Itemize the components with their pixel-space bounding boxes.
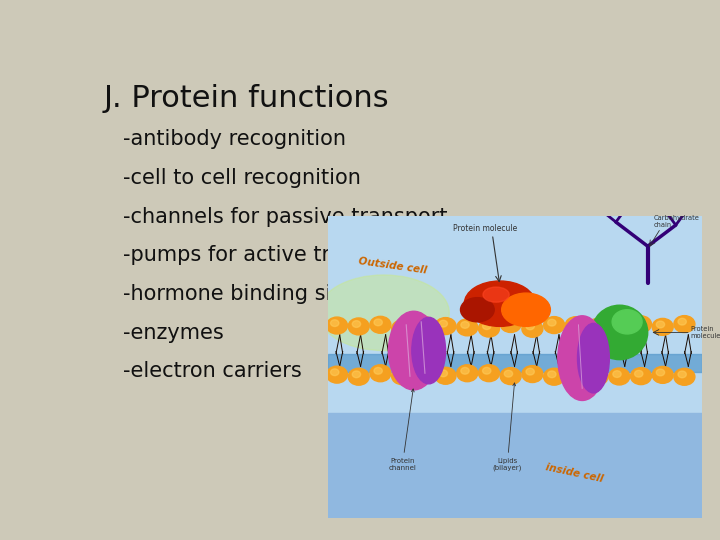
Circle shape — [609, 318, 630, 335]
Circle shape — [656, 369, 665, 376]
Circle shape — [326, 366, 348, 383]
Text: Outside cell: Outside cell — [358, 256, 427, 275]
Circle shape — [522, 320, 543, 337]
Circle shape — [456, 364, 478, 382]
Circle shape — [326, 317, 348, 334]
Circle shape — [565, 317, 586, 334]
Text: -electron carriers: -electron carriers — [124, 361, 302, 381]
Circle shape — [678, 318, 686, 325]
Circle shape — [678, 371, 686, 378]
Bar — [328, 216, 702, 413]
Circle shape — [526, 368, 534, 375]
Ellipse shape — [412, 318, 446, 384]
Circle shape — [652, 367, 673, 383]
Circle shape — [392, 368, 413, 384]
Circle shape — [413, 366, 434, 383]
Circle shape — [479, 364, 500, 382]
Circle shape — [587, 368, 608, 385]
Circle shape — [348, 318, 369, 335]
Text: Protein
molecule: Protein molecule — [690, 326, 720, 339]
Circle shape — [674, 368, 695, 385]
Circle shape — [418, 319, 426, 326]
Circle shape — [522, 366, 543, 382]
Ellipse shape — [461, 298, 494, 322]
Circle shape — [461, 321, 469, 328]
Ellipse shape — [612, 310, 642, 334]
Circle shape — [370, 316, 391, 333]
Bar — [328, 354, 702, 372]
Circle shape — [374, 319, 382, 326]
Circle shape — [634, 319, 643, 325]
Circle shape — [500, 315, 521, 333]
Circle shape — [500, 368, 521, 384]
Text: J. Protein functions: J. Protein functions — [104, 84, 390, 112]
Bar — [328, 413, 702, 518]
Circle shape — [461, 367, 469, 374]
Text: -antibody recognition: -antibody recognition — [124, 129, 346, 149]
Circle shape — [565, 367, 586, 383]
Circle shape — [548, 371, 556, 377]
Circle shape — [456, 319, 478, 336]
Circle shape — [544, 316, 564, 334]
Circle shape — [435, 367, 456, 384]
Ellipse shape — [502, 293, 550, 326]
Circle shape — [330, 369, 339, 376]
Circle shape — [413, 316, 434, 333]
Circle shape — [352, 321, 361, 327]
Circle shape — [587, 319, 608, 335]
Circle shape — [352, 371, 361, 377]
Ellipse shape — [592, 305, 648, 360]
Ellipse shape — [558, 316, 606, 401]
Ellipse shape — [318, 275, 449, 350]
Ellipse shape — [577, 323, 609, 393]
Text: -pumps for active transport: -pumps for active transport — [124, 245, 410, 265]
Circle shape — [418, 369, 426, 375]
Circle shape — [591, 321, 600, 328]
Circle shape — [396, 323, 404, 329]
Circle shape — [504, 318, 513, 325]
Text: -enzymes: -enzymes — [124, 322, 224, 342]
Circle shape — [631, 368, 652, 384]
Circle shape — [613, 321, 621, 327]
Text: inside cell: inside cell — [545, 462, 604, 484]
Circle shape — [544, 368, 564, 385]
Circle shape — [392, 320, 413, 337]
Circle shape — [570, 319, 577, 326]
Circle shape — [613, 370, 621, 377]
Circle shape — [504, 370, 513, 377]
Circle shape — [548, 319, 556, 326]
Text: Lipids
(bilayer): Lipids (bilayer) — [492, 383, 522, 471]
Text: Carbohydrate
chain: Carbohydrate chain — [653, 215, 699, 228]
Text: -channels for passive transport: -channels for passive transport — [124, 207, 448, 227]
Circle shape — [656, 321, 665, 328]
Circle shape — [330, 320, 339, 327]
Circle shape — [570, 369, 577, 376]
Circle shape — [370, 365, 391, 382]
Circle shape — [374, 367, 382, 374]
Ellipse shape — [483, 287, 509, 302]
Circle shape — [439, 370, 448, 377]
Circle shape — [439, 320, 448, 327]
Circle shape — [591, 371, 600, 377]
Text: Protein molecule: Protein molecule — [453, 224, 517, 233]
Ellipse shape — [389, 311, 439, 390]
Circle shape — [479, 320, 500, 337]
Text: Protein
channel: Protein channel — [389, 389, 416, 471]
Circle shape — [435, 318, 456, 334]
Circle shape — [348, 368, 369, 385]
Circle shape — [396, 370, 404, 377]
Text: -cell to cell recognition: -cell to cell recognition — [124, 168, 361, 188]
Text: -hormone binding sites: -hormone binding sites — [124, 284, 364, 304]
Circle shape — [482, 367, 491, 374]
Ellipse shape — [464, 281, 536, 326]
Circle shape — [482, 323, 491, 329]
Circle shape — [526, 323, 534, 330]
Circle shape — [652, 319, 673, 335]
Circle shape — [674, 315, 695, 333]
Circle shape — [631, 316, 652, 333]
Circle shape — [634, 370, 643, 377]
Circle shape — [609, 368, 630, 385]
